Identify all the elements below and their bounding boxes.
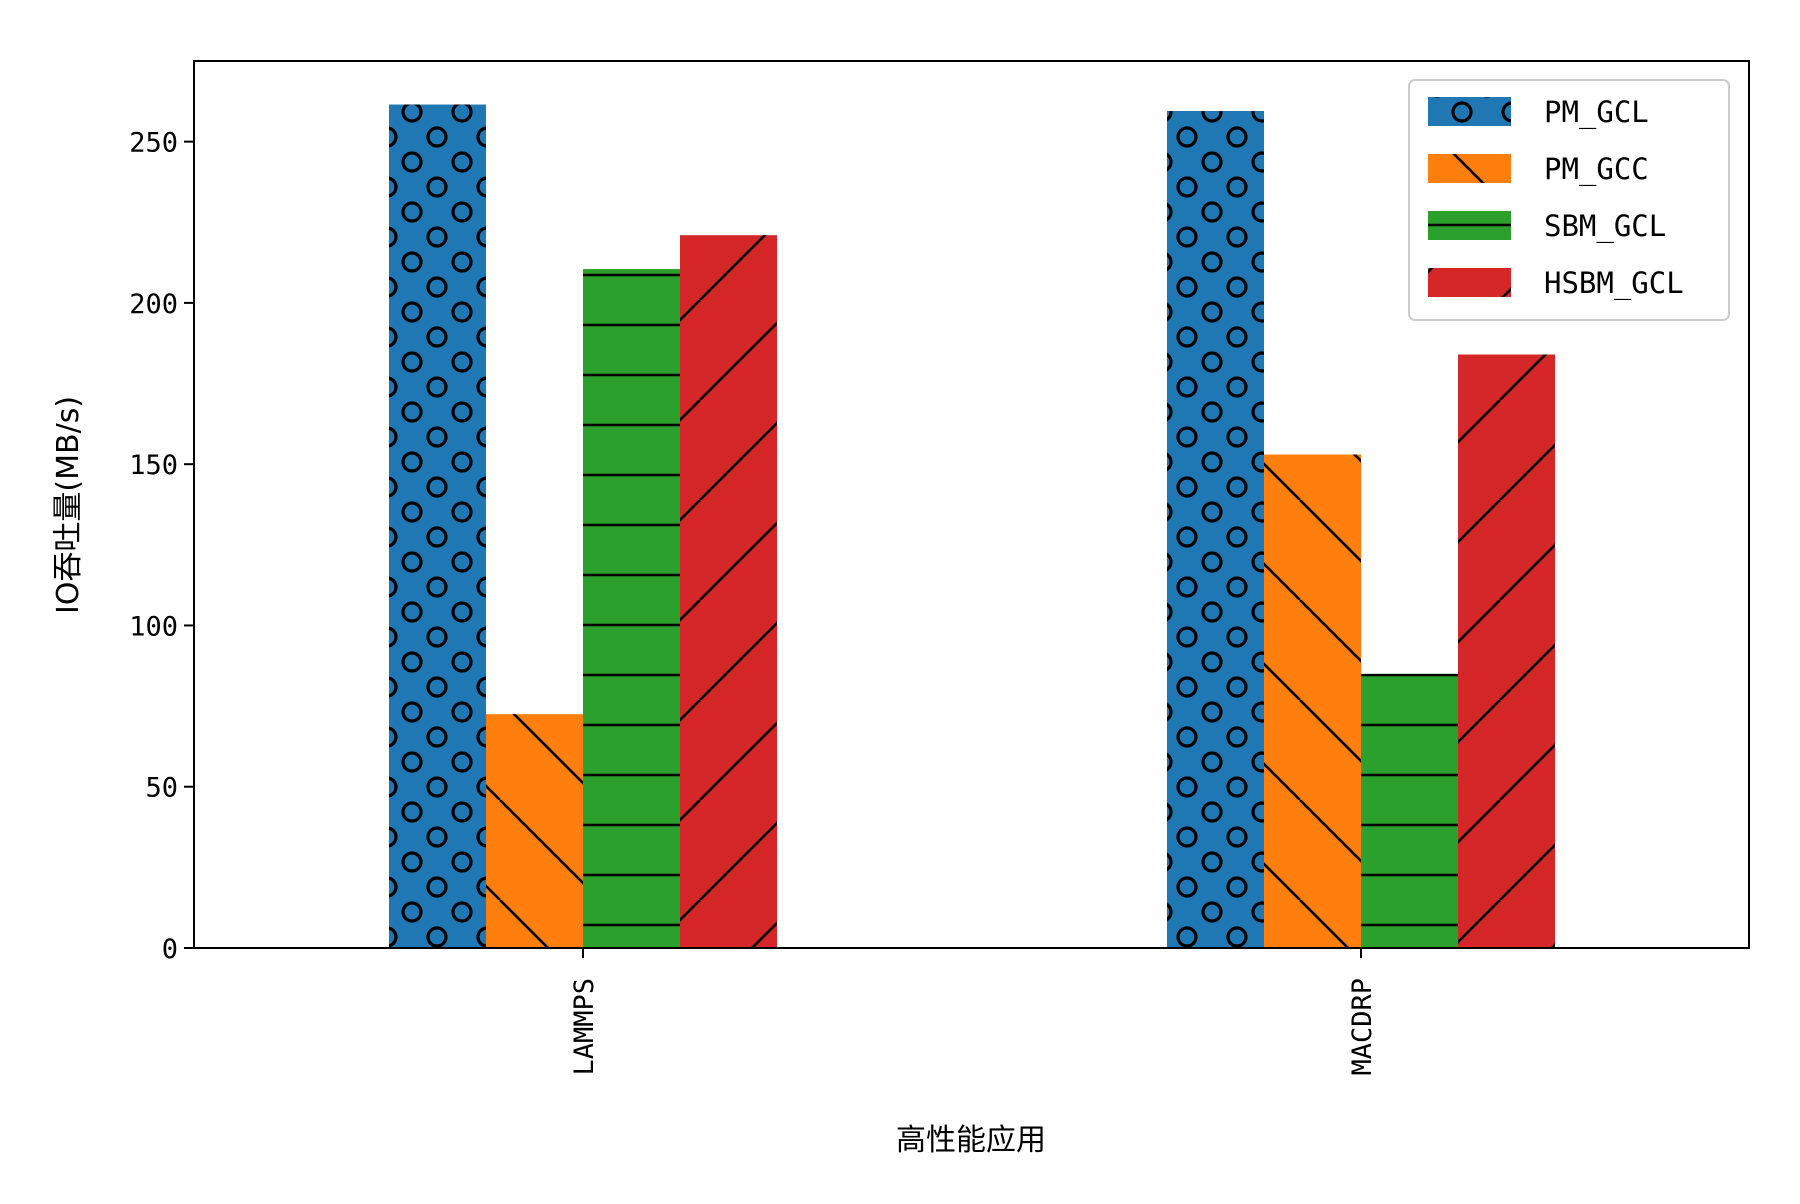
- y-axis: 0 50 100 150 200 250: [129, 128, 194, 965]
- bar-pm-gcl-lammps: [389, 104, 486, 948]
- legend-swatch-hatch: [1428, 97, 1511, 126]
- x-axis-title: 高性能应用: [896, 1123, 1046, 1158]
- x-axis: LAMMPS MACDRP: [569, 948, 1378, 1076]
- bar-hatch: [1361, 673, 1458, 948]
- y-tick-label: 250: [129, 128, 178, 159]
- bar-sbm-gcl-lammps: [583, 269, 680, 948]
- legend: PM_GCL PM_GCC SBM_GCL HSBM_GCL: [1408, 79, 1730, 321]
- legend-label: PM_GCC: [1544, 152, 1649, 187]
- y-tick-label: 200: [129, 289, 178, 320]
- bars-layer: [389, 104, 1555, 948]
- bar-hatch: [389, 104, 486, 948]
- legend-label: SBM_GCL: [1544, 209, 1666, 244]
- y-tick-label: 100: [129, 611, 178, 642]
- bar-hatch: [583, 269, 680, 948]
- legend-item-sbm-gcl: SBM_GCL: [1428, 209, 1666, 244]
- x-tick-label: LAMMPS: [569, 978, 600, 1076]
- y-axis-title: IO吞吐量(MB/s): [51, 396, 86, 614]
- bar-hatch: [486, 714, 583, 948]
- legend-swatch-hatch: [1428, 154, 1511, 183]
- legend-item-pm-gcc: PM_GCC: [1428, 152, 1649, 187]
- bar-hatch: [1264, 454, 1361, 948]
- y-tick-label: 0: [162, 934, 178, 965]
- bar-pm-gcl-macdrp: [1167, 110, 1264, 948]
- bar-hatch: [1458, 354, 1555, 948]
- legend-swatch-hatch: [1428, 268, 1511, 297]
- legend-item-hsbm-gcl: HSBM_GCL: [1428, 266, 1684, 301]
- bar-hsbm-gcl-macdrp: [1458, 354, 1555, 948]
- y-tick-label: 50: [145, 773, 178, 804]
- bar-pm-gcc-lammps: [486, 714, 583, 948]
- legend-items: PM_GCL PM_GCC SBM_GCL HSBM_GCL: [1428, 95, 1684, 301]
- legend-item-pm-gcl: PM_GCL: [1428, 95, 1649, 130]
- bar-pm-gcc-macdrp: [1264, 454, 1361, 948]
- x-tick-label: MACDRP: [1347, 978, 1378, 1076]
- legend-label: HSBM_GCL: [1544, 266, 1684, 301]
- legend-frame: [1408, 79, 1730, 321]
- bar-hatch: [680, 235, 777, 948]
- plot-frame: [193, 60, 1750, 949]
- y-tick-label: 150: [129, 450, 178, 481]
- bar-hatch: [1167, 110, 1264, 948]
- legend-swatch-hatch: [1428, 211, 1511, 240]
- bar-sbm-gcl-macdrp: [1361, 673, 1458, 948]
- legend-label: PM_GCL: [1544, 95, 1649, 130]
- bar-hsbm-gcl-lammps: [680, 235, 777, 948]
